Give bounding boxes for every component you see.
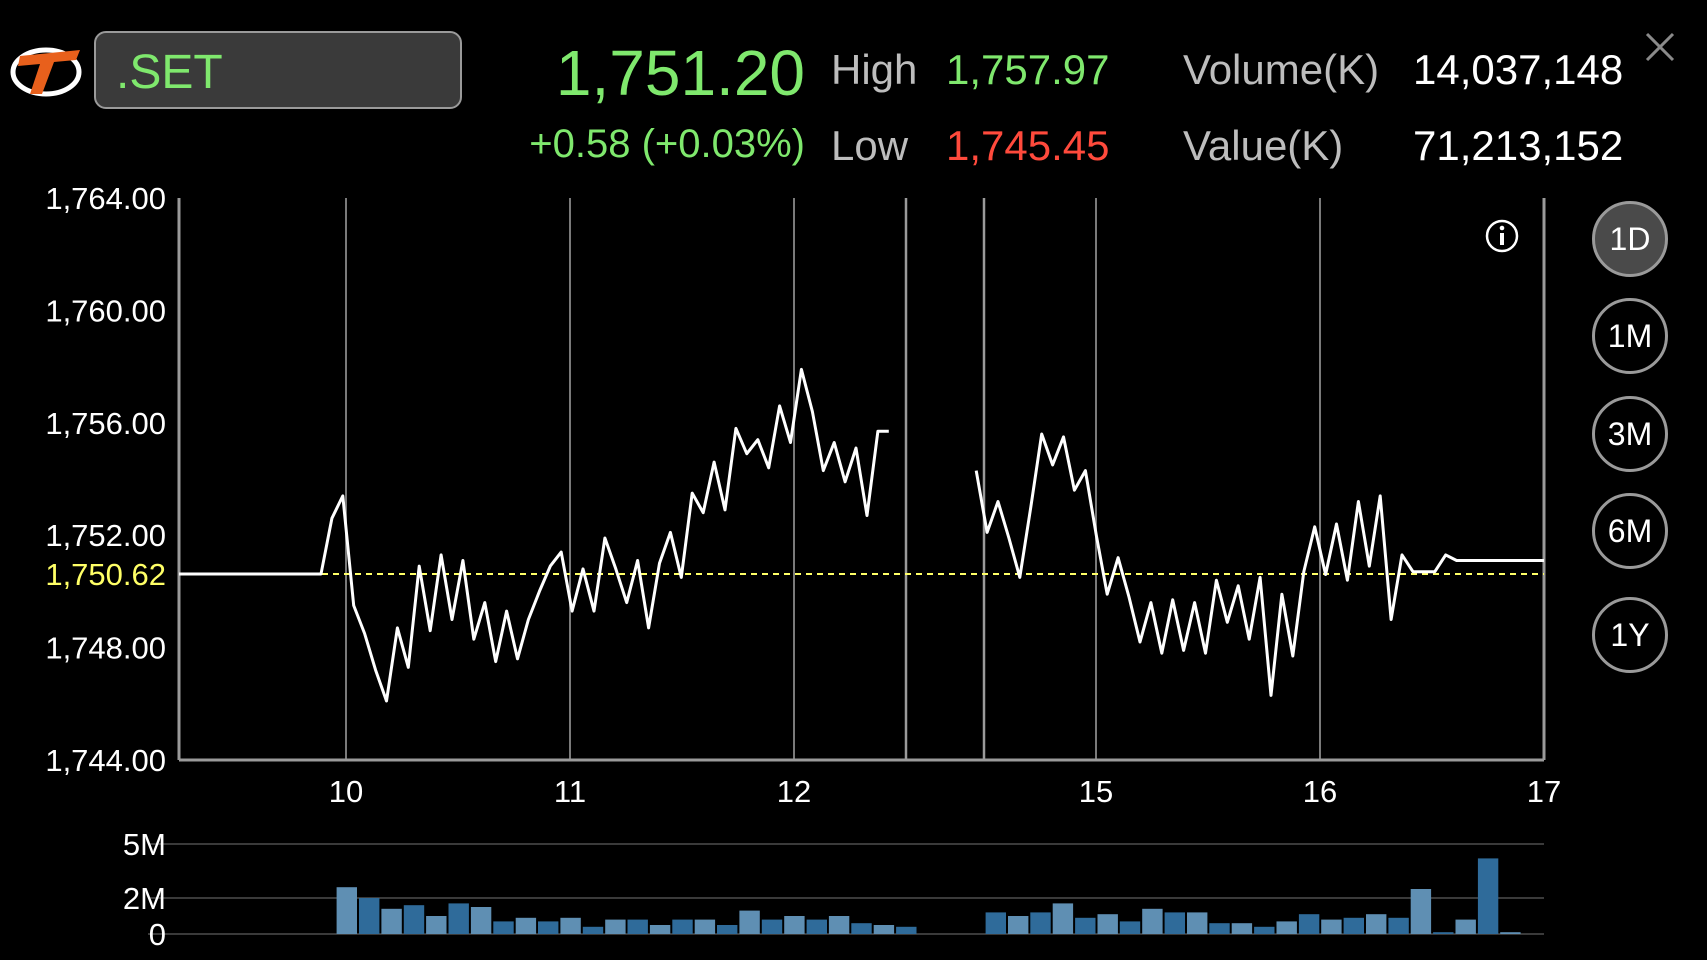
volume-bar — [605, 919, 626, 934]
x-tick-label: 15 — [1079, 774, 1113, 809]
volume-bar — [1321, 919, 1342, 934]
volume-bar — [1298, 914, 1320, 934]
volume-bar — [560, 917, 581, 934]
high-label: High — [831, 46, 918, 93]
volume-tick-label: 5M — [123, 827, 166, 862]
y-tick-label: 1,764.00 — [45, 181, 166, 216]
volume-bar — [1410, 889, 1432, 934]
period-button-3m[interactable]: 3M — [1592, 396, 1668, 472]
price-line-series — [974, 432, 1544, 697]
low-label: Low — [831, 122, 909, 169]
x-tick-label: 12 — [777, 774, 811, 809]
y-tick-label: 1,752.00 — [45, 518, 166, 553]
volume-label: Volume(K) — [1183, 46, 1380, 93]
volume-bar — [739, 910, 760, 934]
volume-bar — [828, 916, 850, 934]
volume-bar — [985, 912, 1006, 934]
volume-bar — [694, 919, 716, 934]
y-tick-label: 1,744.00 — [45, 743, 166, 778]
volume-bar — [1455, 919, 1476, 934]
volume-bar — [806, 919, 827, 934]
period-button-1y[interactable]: 1Y — [1592, 597, 1668, 673]
volume-bar — [470, 907, 492, 934]
volume-bar — [381, 908, 402, 934]
volume-value: 14,037,148 — [1413, 46, 1624, 93]
x-tick-label: 11 — [554, 774, 586, 809]
volume-bar — [627, 919, 648, 934]
volume-bar — [1008, 916, 1029, 934]
symbol-text: .SET — [116, 46, 223, 99]
low-value: 1,745.45 — [946, 122, 1110, 169]
volume-bar — [1030, 912, 1051, 934]
volume-bar — [1097, 914, 1118, 934]
period-button-6m[interactable]: 6M — [1592, 493, 1668, 569]
y-tick-label: 1,756.00 — [45, 406, 166, 441]
volume-bar — [359, 898, 380, 934]
volume-bar — [448, 903, 469, 934]
volume-bar — [403, 905, 425, 934]
volume-bar — [1366, 914, 1387, 934]
volume-bar — [784, 916, 805, 934]
x-tick-label: 16 — [1303, 774, 1337, 809]
reference-label: 1,750.62 — [45, 557, 166, 592]
volume-bar — [649, 925, 671, 934]
info-icon[interactable] — [1485, 219, 1519, 253]
x-tick-label: 17 — [1527, 774, 1561, 809]
volume-bar — [493, 921, 514, 934]
volume-bar — [1231, 923, 1253, 934]
last-price: 1,751.20 — [555, 37, 805, 109]
x-tick-label: 10 — [329, 774, 363, 809]
brand-logo-icon — [10, 44, 82, 100]
volume-bar — [582, 926, 604, 934]
volume-bar — [1209, 923, 1230, 934]
volume-bar — [336, 887, 357, 934]
volume-bar — [1187, 912, 1208, 934]
price-line-series — [179, 367, 889, 703]
volume-bar — [1075, 917, 1096, 934]
volume-bar — [1052, 903, 1074, 934]
volume-bar — [1433, 932, 1454, 934]
volume-bar — [1254, 926, 1275, 934]
volume-bar — [426, 916, 447, 934]
high-value: 1,757.97 — [946, 46, 1110, 93]
volume-bar — [1500, 932, 1521, 934]
volume-bar — [1276, 921, 1297, 934]
volume-tick-label: 2M — [123, 881, 166, 916]
volume-bar — [873, 925, 895, 934]
close-icon[interactable] — [1643, 30, 1677, 64]
y-tick-label: 1,760.00 — [45, 293, 166, 328]
volume-bar — [1142, 908, 1163, 934]
volume-tick-label: 0 — [149, 917, 166, 952]
volume-bar — [515, 917, 537, 934]
price-change: +0.58 (+0.03%) — [529, 122, 805, 166]
volume-bar — [1343, 917, 1364, 934]
period-button-1d[interactable]: 1D — [1592, 201, 1668, 277]
volume-bar — [672, 919, 693, 934]
volume-bar — [896, 926, 917, 934]
volume-bar — [717, 925, 738, 934]
symbol-search-box[interactable]: .SET — [94, 31, 462, 109]
volume-bar — [851, 923, 872, 934]
volume-bar — [1119, 921, 1141, 934]
volume-bar — [1477, 858, 1499, 934]
period-button-1m[interactable]: 1M — [1592, 298, 1668, 374]
y-tick-label: 1,748.00 — [45, 631, 166, 666]
volume-bar — [1164, 912, 1185, 934]
value-label: Value(K) — [1183, 122, 1344, 169]
volume-bar — [761, 919, 783, 934]
value-value: 71,213,152 — [1413, 122, 1624, 169]
volume-bar — [538, 921, 559, 934]
volume-bar — [1388, 917, 1409, 934]
